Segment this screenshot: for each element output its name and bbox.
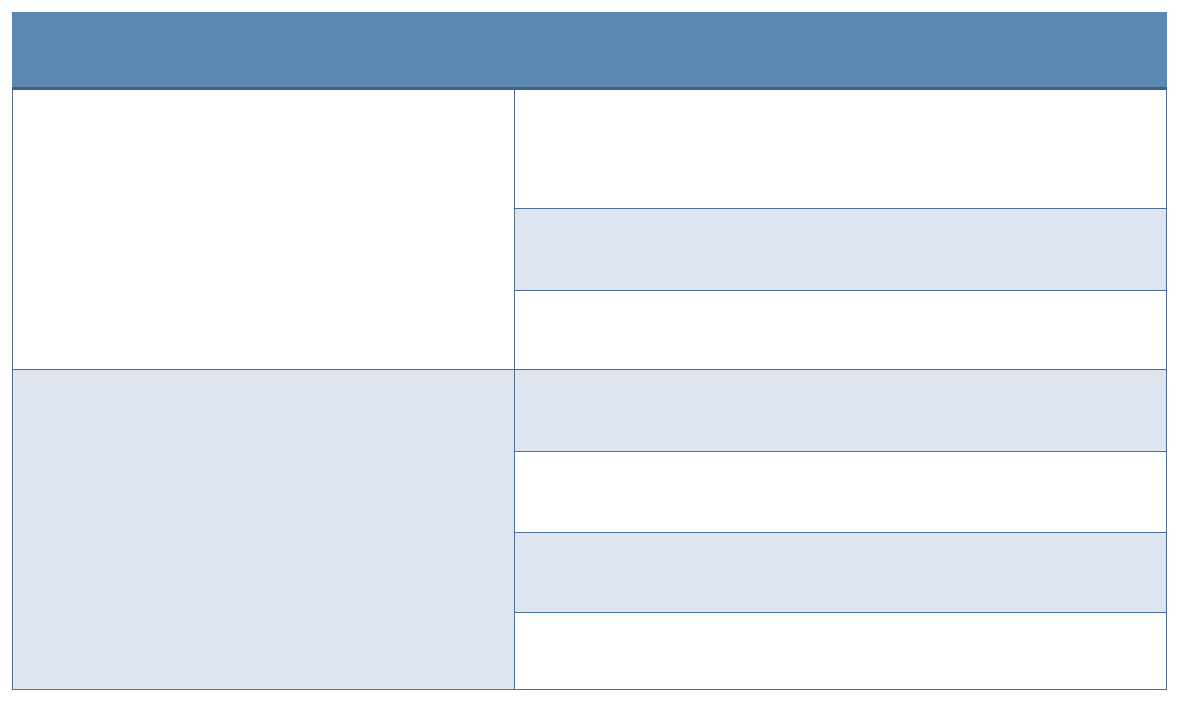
table-row — [13, 451, 1167, 533]
right-cell-3[interactable] — [514, 290, 1167, 370]
right-cell-4-text — [516, 371, 1166, 381]
right-cell-6[interactable] — [514, 531, 1167, 613]
right-cell-1-text — [516, 90, 1166, 101]
table-row — [12, 88, 1167, 370]
table-header-band — [12, 12, 1167, 90]
left-cell-2-text — [14, 371, 514, 382]
table-body — [12, 88, 1167, 691]
table-row — [13, 611, 1167, 691]
right-cell-7-text — [516, 613, 1166, 623]
left-cell-1[interactable] — [12, 88, 515, 370]
table-header-row — [12, 12, 1167, 90]
table-row — [12, 368, 1167, 690]
table-header — [12, 12, 1167, 90]
right-cell-1[interactable] — [514, 88, 1167, 209]
right-cell-7[interactable] — [514, 611, 1167, 691]
right-cell-4[interactable] — [514, 368, 1167, 453]
right-cell-3-text — [516, 292, 1166, 303]
right-cell-2[interactable] — [514, 207, 1167, 292]
left-cell-1-text — [14, 90, 514, 101]
table-header-band-label — [14, 14, 1166, 27]
right-cell-6-text — [516, 533, 1166, 543]
right-cell-5[interactable] — [514, 451, 1167, 533]
right-cell-2-text — [516, 209, 1166, 220]
left-cell-2[interactable] — [12, 369, 515, 690]
table-row — [13, 207, 1167, 292]
table-row — [13, 531, 1167, 613]
data-table — [12, 12, 1167, 691]
right-cell-5-text — [516, 453, 1166, 463]
